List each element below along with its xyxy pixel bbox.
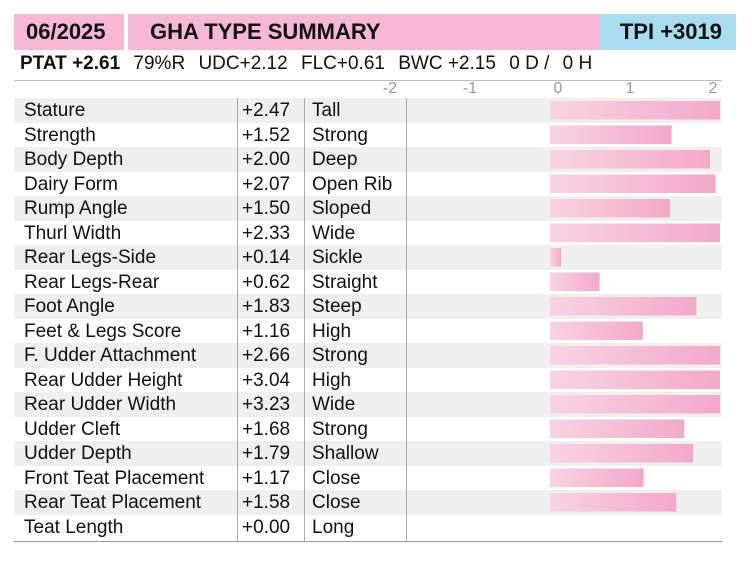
table-row: Front Teat Placement +1.17 Close [14, 466, 722, 491]
trait-descriptor: High [312, 320, 352, 342]
column-divider [304, 98, 305, 541]
trait-value: +0.62 [242, 271, 291, 293]
table-row: Foot Angle +1.83 Steep [14, 294, 722, 319]
axis-tick-labels: -2 -1 0 1 2 [0, 80, 752, 98]
table-row: Thurl Width +2.33 Wide [14, 221, 722, 246]
trait-value: +1.17 [242, 467, 291, 489]
trait-value: +0.00 [242, 516, 291, 538]
table-row: Rear Udder Width +3.23 Wide [14, 392, 722, 417]
trait-value: +1.68 [242, 418, 291, 440]
trait-name: Body Depth [24, 149, 124, 170]
trait-descriptor: Long [312, 516, 355, 538]
header: 06/2025 GHA TYPE SUMMARY TPI +3019 [14, 14, 736, 50]
trait-name: F. Udder Attachment [24, 345, 197, 366]
trait-descriptor: Close [312, 467, 361, 489]
trait-name: Foot Angle [24, 296, 115, 317]
tpi-badge: TPI +3019 [600, 14, 736, 50]
daughters-count: 0 D / [509, 53, 550, 74]
trait-descriptor: Sickle [312, 247, 363, 268]
trait-descriptor: Straight [312, 271, 378, 293]
tick-label: -1 [462, 80, 478, 97]
trait-descriptor: Open Rib [312, 173, 393, 195]
trait-descriptor: Strong [312, 345, 368, 366]
trait-value: +0.14 [242, 247, 291, 268]
trait-descriptor: Wide [312, 222, 356, 244]
trait-value: +1.50 [242, 198, 291, 219]
table-row: Udder Cleft +1.68 Strong [14, 417, 722, 442]
trait-descriptor: Tall [312, 100, 341, 121]
bottom-divider [14, 541, 722, 542]
trait-name: Stature [24, 100, 86, 121]
trait-name: Rump Angle [24, 198, 128, 219]
tick-label: 2 [708, 80, 718, 97]
table-row: Strength +1.52 Strong [14, 123, 722, 148]
trait-name: Feet & Legs Score [24, 320, 182, 342]
trait-descriptor: High [312, 369, 352, 391]
trait-value: +2.66 [242, 345, 291, 366]
trait-table: Stature +2.47 Tall Strength +1.52 Strong Body … [14, 98, 722, 539]
trait-value: +3.04 [242, 369, 291, 391]
herds-count: 0 H [562, 53, 593, 74]
ptat-value: PTAT +2.61 [20, 53, 121, 74]
date-label: 06/2025 [14, 14, 124, 50]
flc-value: FLC+0.61 [300, 53, 385, 74]
table-row: F. Udder Attachment +2.66 Strong [14, 343, 722, 368]
trait-value: +1.58 [242, 492, 291, 513]
reliability-value: 79%R [133, 53, 186, 74]
trait-value: +2.07 [242, 173, 291, 195]
column-divider [406, 98, 407, 541]
trait-value: +2.47 [242, 100, 291, 121]
table-row: Rump Angle +1.50 Sloped [14, 196, 722, 221]
trait-descriptor: Steep [312, 296, 362, 317]
table-row: Teat Length +0.00 Long [14, 515, 722, 540]
trait-descriptor: Strong [312, 124, 368, 146]
trait-value: +2.33 [242, 222, 291, 244]
table-row: Stature +2.47 Tall [14, 98, 722, 123]
trait-name: Thurl Width [24, 222, 122, 244]
trait-descriptor: Deep [312, 149, 358, 170]
table-row: Rear Legs-Rear +0.62 Straight [14, 270, 722, 295]
tick-label: 1 [625, 80, 635, 97]
trait-name: Rear Udder Width [24, 394, 177, 415]
trait-descriptor: Close [312, 492, 361, 513]
trait-value: +1.83 [242, 296, 291, 317]
trait-name: Front Teat Placement [24, 467, 205, 489]
trait-name: Rear Legs-Rear [24, 271, 160, 293]
trait-descriptor: Strong [312, 418, 368, 440]
trait-name: Strength [24, 124, 96, 146]
page-title: GHA TYPE SUMMARY [128, 14, 600, 50]
table-row: Rear Legs-Side +0.14 Sickle [14, 245, 722, 270]
trait-name: Teat Length [24, 516, 124, 538]
trait-descriptor: Sloped [312, 198, 372, 219]
stats-line: PTAT +2.61 79%R UDC+2.12 FLC+0.61 BWC +2… [20, 52, 600, 76]
trait-descriptor: Wide [312, 394, 356, 415]
udc-value: UDC+2.12 [198, 53, 288, 74]
trait-value: +1.79 [242, 443, 291, 464]
tick-label: -2 [382, 80, 398, 97]
table-row: Rear Teat Placement +1.58 Close [14, 490, 722, 515]
trait-value: +2.00 [242, 149, 291, 170]
table-row: Body Depth +2.00 Deep [14, 147, 722, 172]
trait-name: Dairy Form [24, 173, 118, 195]
table-row: Udder Depth +1.79 Shallow [14, 441, 722, 466]
trait-name: Udder Depth [24, 443, 132, 464]
column-divider [237, 98, 238, 541]
trait-name: Udder Cleft [24, 418, 121, 440]
top-divider [14, 80, 722, 81]
table-row: Dairy Form +2.07 Open Rib [14, 172, 722, 197]
tick-label: 0 [553, 80, 563, 97]
trait-name: Rear Udder Height [24, 369, 183, 391]
trait-descriptor: Shallow [312, 443, 379, 464]
table-row: Rear Udder Height +3.04 High [14, 368, 722, 393]
trait-value: +1.16 [242, 320, 291, 342]
trait-value: +3.23 [242, 394, 291, 415]
bwc-value: BWC +2.15 [398, 53, 496, 74]
table-row: Feet & Legs Score +1.16 High [14, 319, 722, 344]
trait-name: Rear Teat Placement [24, 492, 202, 513]
trait-name: Rear Legs-Side [24, 247, 157, 268]
trait-value: +1.52 [242, 124, 291, 146]
